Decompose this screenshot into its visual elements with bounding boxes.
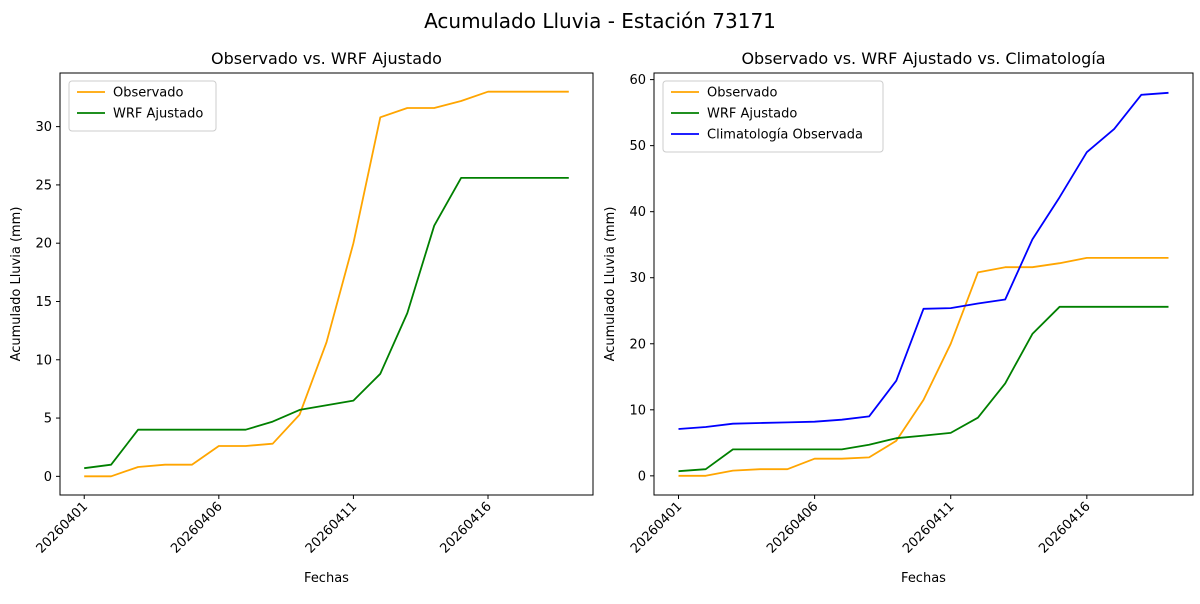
chart-panel-left: Observado vs. WRF Ajustado 0 5 10 15 20 25 30 20…: [9, 49, 594, 586]
x-tick-label: 20260416: [1036, 499, 1093, 556]
series-line-observado: [678, 256, 1169, 477]
x-axis-label: Fechas: [304, 571, 349, 586]
chart-title: Observado vs. WRF Ajustado vs. Climatolo…: [741, 49, 1105, 68]
series-line-observado: [84, 90, 569, 478]
series-line-climatolog-a-observada: [678, 91, 1169, 430]
y-tick-label: 10: [35, 353, 52, 368]
legend-box: [68, 80, 217, 132]
legend-label: WRF Ajustado: [707, 107, 797, 122]
legend-label: Observado: [113, 86, 184, 101]
y-tick-label: 5: [44, 412, 52, 427]
x-tick-label: 20260406: [168, 499, 225, 556]
y-tick-label: 30: [629, 271, 646, 286]
y-tick-label: 0: [638, 469, 646, 484]
figure-title: Acumulado Lluvia - Estación 73171: [424, 9, 776, 33]
y-axis-label: Acumulado Lluvia (mm): [603, 207, 618, 362]
x-tick-label: 20260411: [900, 499, 957, 556]
x-tick-label: 20260406: [764, 499, 821, 556]
y-tick-label: 60: [629, 73, 646, 88]
y-tick-label: 20: [629, 337, 646, 352]
chart-panel-right: Observado vs. WRF Ajustado vs. Climatolo…: [603, 49, 1194, 586]
series-line-wrf-ajustado: [84, 176, 569, 470]
y-tick-label: 15: [35, 295, 52, 310]
x-tick-label: 20260401: [628, 499, 685, 556]
plot-area-frame: [653, 72, 1194, 496]
series-line-wrf-ajustado: [678, 305, 1169, 473]
y-tick-label: 50: [629, 139, 646, 154]
legend-label: WRF Ajustado: [113, 107, 203, 122]
plot-area-frame: [59, 72, 594, 496]
y-tick-label: 25: [35, 178, 52, 193]
legend-label: Observado: [707, 86, 778, 101]
y-tick-label: 0: [44, 470, 52, 485]
y-tick-label: 20: [35, 237, 52, 252]
chart-title: Observado vs. WRF Ajustado: [211, 49, 442, 68]
y-tick-label: 40: [629, 205, 646, 220]
y-tick-label: 10: [629, 403, 646, 418]
x-tick-label: 20260416: [437, 499, 494, 556]
x-axis-label: Fechas: [901, 571, 946, 586]
x-tick-label: 20260411: [303, 499, 360, 556]
y-axis-label: Acumulado Lluvia (mm): [9, 207, 24, 362]
x-tick-label: 20260401: [34, 499, 91, 556]
legend-box: [662, 80, 884, 153]
y-tick-label: 30: [35, 120, 52, 135]
legend-label: Climatología Observada: [707, 128, 863, 143]
